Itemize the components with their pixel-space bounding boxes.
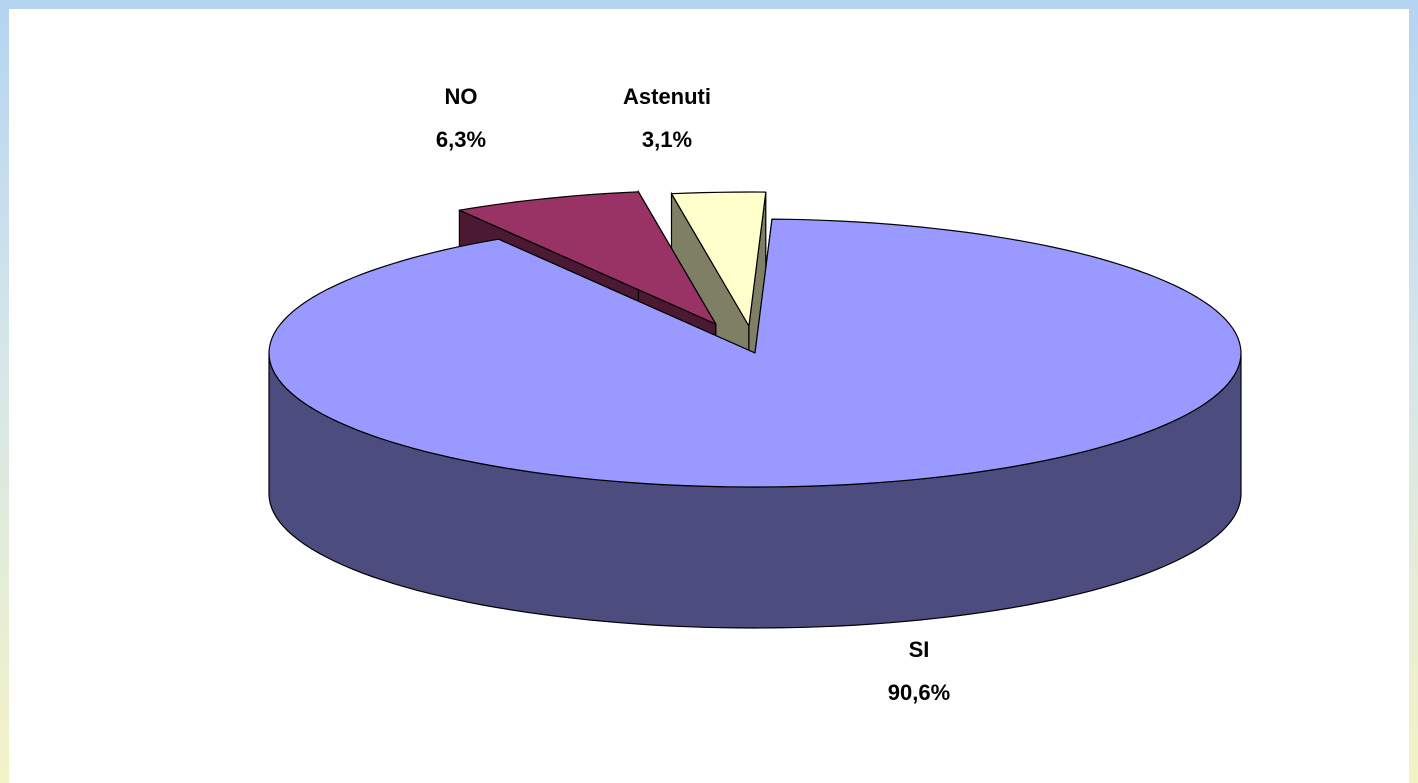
slice-value-si: 90,6% [888, 680, 950, 705]
slice-label-astenuti: Astenuti [623, 84, 711, 109]
slice-no [458, 191, 717, 325]
slice-label-si: SI [909, 637, 930, 662]
pie-labels: Astenuti 3,1% NO 6,3% SI 90,6% [436, 84, 950, 705]
slice-value-no: 6,3% [436, 127, 486, 152]
chart-area: Astenuti 3,1% NO 6,3% SI 90,6% [9, 9, 1409, 783]
slice-label-no: NO [445, 84, 478, 109]
pie-chart: Astenuti 3,1% NO 6,3% SI 90,6% [268, 84, 1242, 705]
pie-tops [268, 191, 1242, 488]
slice-value-astenuti: 3,1% [642, 127, 692, 152]
slice-si [268, 218, 1242, 488]
slice-astenuti [670, 191, 767, 327]
